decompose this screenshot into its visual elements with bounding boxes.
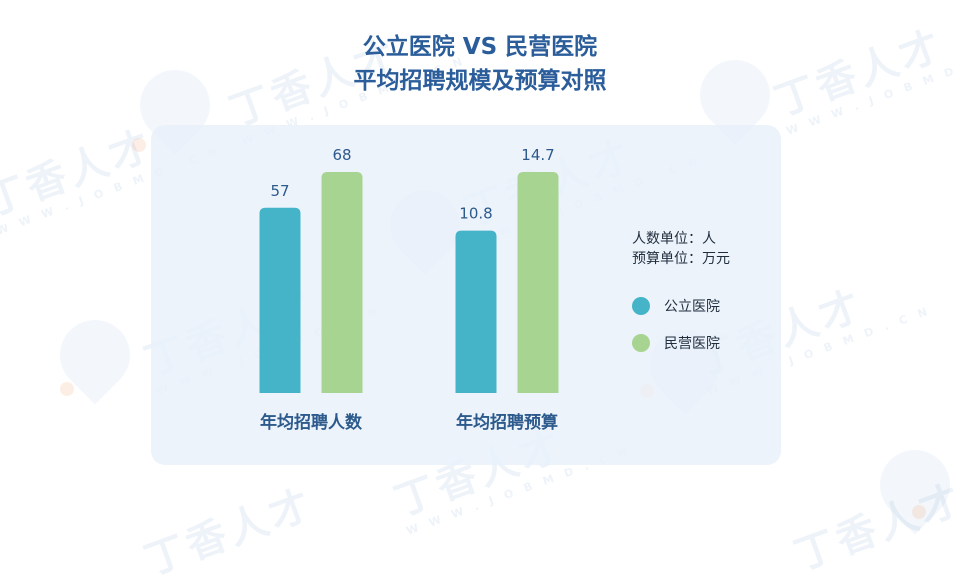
unit-note: 人数单位：人 预算单位：万元	[632, 229, 730, 269]
category-label: 年均招聘预算	[456, 412, 558, 433]
bar-private-1	[517, 172, 559, 393]
legend-item-public: 公立医院	[632, 294, 720, 318]
legend-label-private: 民营医院	[664, 336, 720, 352]
legend-label-public: 公立医院	[664, 299, 720, 315]
unit-note-people: 人数单位：人	[632, 231, 716, 247]
legend-swatch-public	[632, 297, 650, 315]
data-label: 14.7	[521, 146, 554, 164]
chart-title-line2: 平均招聘规模及预算对照	[353, 68, 607, 94]
data-label: 57	[270, 182, 289, 200]
category-label: 年均招聘人数	[260, 412, 363, 433]
bar-public-1	[455, 230, 497, 393]
data-label: 68	[332, 146, 351, 164]
bar-chart: 57 68 年均招聘人数 10.8 14.7 年均招聘预算	[259, 146, 559, 433]
bar-public-0	[259, 207, 301, 393]
legend-swatch-private	[632, 334, 650, 352]
legend: 公立医院 民营医院	[632, 294, 720, 368]
chart-title: 公立医院 VS 民营医院 平均招聘规模及预算对照	[0, 30, 960, 98]
legend-item-private: 民营医院	[632, 331, 720, 355]
chart-title-line1: 公立医院 VS 民营医院	[362, 34, 598, 60]
bar-private-0	[321, 172, 363, 393]
data-label: 10.8	[459, 205, 492, 223]
unit-note-budget: 预算单位：万元	[632, 251, 730, 267]
